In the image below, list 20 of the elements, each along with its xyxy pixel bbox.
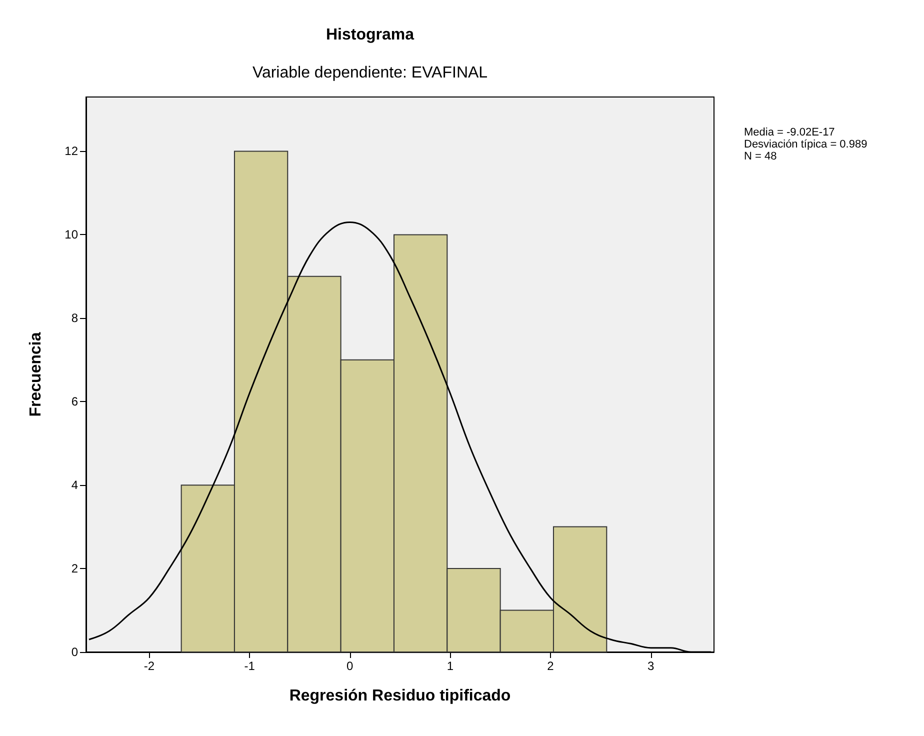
y-tick-label: 12: [64, 144, 78, 158]
text: Media = -9.02E-17: [744, 126, 835, 138]
x-tick-label: 1: [446, 659, 454, 673]
text: N = 48: [744, 150, 777, 162]
chart-title: Histograma: [326, 26, 414, 44]
x-tick-label: -1: [244, 659, 256, 673]
y-axis-title: Frecuencia: [28, 332, 44, 417]
y-tick-label: 10: [64, 228, 78, 242]
y-tick-label: 4: [71, 478, 78, 492]
chart-subtitle: Variable dependiente: EVAFINAL: [252, 64, 488, 82]
x-tick-label: 3: [647, 659, 654, 673]
x-tick-label: -2: [144, 659, 155, 673]
y-tick-label: 8: [71, 311, 78, 326]
x-axis-title: Regresión Residuo tipificado: [289, 688, 511, 704]
x-tick-label: 0: [346, 659, 354, 673]
y-tick-label: 6: [71, 394, 78, 409]
x-tick-label: 2: [547, 659, 554, 673]
y-tick-label: 0: [71, 645, 78, 659]
y-tick-label: 2: [71, 562, 78, 576]
text: Desviación típica = 0.989: [744, 138, 868, 150]
